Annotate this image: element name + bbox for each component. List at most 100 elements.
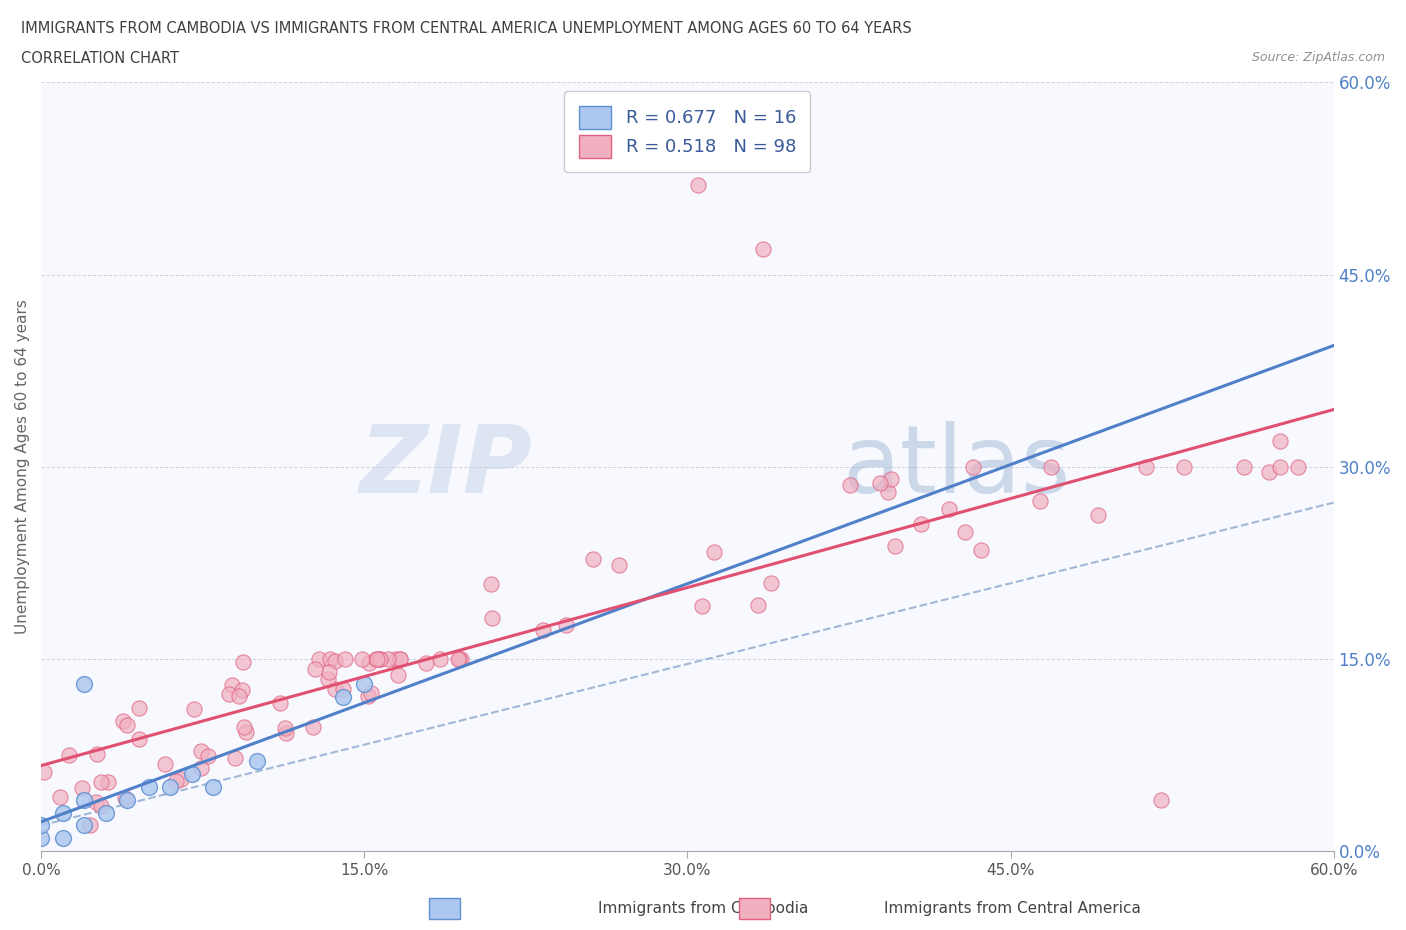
- Point: [970, 543, 993, 558]
- Point: [447, 651, 470, 666]
- Point: [70, 780, 93, 795]
- Point: [232, 655, 254, 670]
- Point: [759, 575, 782, 590]
- Point: [1040, 459, 1063, 474]
- Point: [938, 501, 960, 516]
- Point: [90, 799, 112, 814]
- Point: [332, 681, 354, 696]
- Point: [117, 792, 139, 807]
- Point: [1268, 459, 1291, 474]
- Point: [554, 618, 576, 632]
- Point: [128, 700, 150, 715]
- Point: [880, 472, 903, 486]
- Point: [84, 795, 107, 810]
- Point: [353, 677, 375, 692]
- Point: [607, 558, 630, 573]
- Point: [114, 790, 136, 805]
- Point: [703, 545, 725, 560]
- Point: [97, 775, 120, 790]
- Point: [73, 818, 96, 833]
- Point: [138, 779, 160, 794]
- Point: [165, 774, 187, 789]
- Point: [1135, 459, 1157, 474]
- Point: [688, 178, 710, 193]
- Point: [190, 743, 212, 758]
- Point: [73, 677, 96, 692]
- Point: [231, 683, 253, 698]
- Text: Immigrants from Central America: Immigrants from Central America: [884, 901, 1140, 916]
- Point: [1268, 433, 1291, 448]
- Point: [1150, 792, 1173, 807]
- Point: [228, 689, 250, 704]
- Point: [302, 720, 325, 735]
- Point: [350, 651, 373, 666]
- Text: CORRELATION CHART: CORRELATION CHART: [21, 51, 179, 66]
- Point: [481, 611, 503, 626]
- Point: [325, 682, 347, 697]
- Point: [128, 732, 150, 747]
- Point: [953, 525, 976, 539]
- Point: [86, 747, 108, 762]
- Point: [170, 772, 193, 787]
- Text: atlas: atlas: [842, 420, 1071, 512]
- Point: [449, 651, 471, 666]
- Point: [582, 551, 605, 566]
- Point: [962, 459, 984, 474]
- Point: [233, 719, 256, 734]
- Point: [318, 665, 340, 680]
- Point: [360, 686, 382, 701]
- Point: [190, 761, 212, 776]
- Point: [876, 485, 898, 499]
- Point: [202, 779, 225, 794]
- Point: [304, 661, 326, 676]
- Text: IMMIGRANTS FROM CAMBODIA VS IMMIGRANTS FROM CENTRAL AMERICA UNEMPLOYMENT AMONG A: IMMIGRANTS FROM CAMBODIA VS IMMIGRANTS F…: [21, 21, 912, 36]
- Point: [388, 651, 411, 666]
- Point: [869, 476, 891, 491]
- Point: [79, 817, 101, 832]
- Point: [90, 774, 112, 789]
- Point: [883, 538, 905, 553]
- Point: [1233, 459, 1256, 474]
- Point: [30, 818, 52, 833]
- Point: [197, 749, 219, 764]
- Point: [531, 622, 554, 637]
- Text: Immigrants from Cambodia: Immigrants from Cambodia: [598, 901, 808, 916]
- Point: [357, 656, 380, 671]
- Point: [368, 651, 391, 666]
- Point: [429, 651, 451, 666]
- Point: [332, 690, 354, 705]
- Point: [218, 686, 240, 701]
- Point: [1029, 494, 1052, 509]
- Point: [450, 651, 472, 666]
- Point: [58, 748, 80, 763]
- Point: [269, 696, 291, 711]
- Point: [308, 652, 330, 667]
- Point: [366, 651, 388, 666]
- Point: [30, 830, 52, 845]
- Point: [180, 766, 202, 781]
- Point: [839, 477, 862, 492]
- Point: [73, 792, 96, 807]
- Point: [377, 651, 399, 666]
- Point: [49, 790, 72, 804]
- Point: [1258, 464, 1281, 479]
- Point: [245, 754, 267, 769]
- Point: [384, 651, 406, 666]
- Point: [357, 689, 380, 704]
- Point: [276, 725, 298, 740]
- Point: [388, 651, 411, 666]
- Point: [1173, 459, 1195, 474]
- Point: [94, 805, 117, 820]
- Point: [159, 779, 181, 794]
- Point: [690, 599, 713, 614]
- Point: [415, 656, 437, 671]
- Point: [366, 651, 388, 666]
- Point: [224, 751, 246, 766]
- Point: [752, 242, 775, 257]
- Point: [316, 671, 339, 686]
- Point: [387, 668, 409, 683]
- Text: ZIP: ZIP: [360, 420, 533, 512]
- Point: [32, 764, 55, 779]
- Point: [1286, 459, 1309, 474]
- Point: [155, 757, 177, 772]
